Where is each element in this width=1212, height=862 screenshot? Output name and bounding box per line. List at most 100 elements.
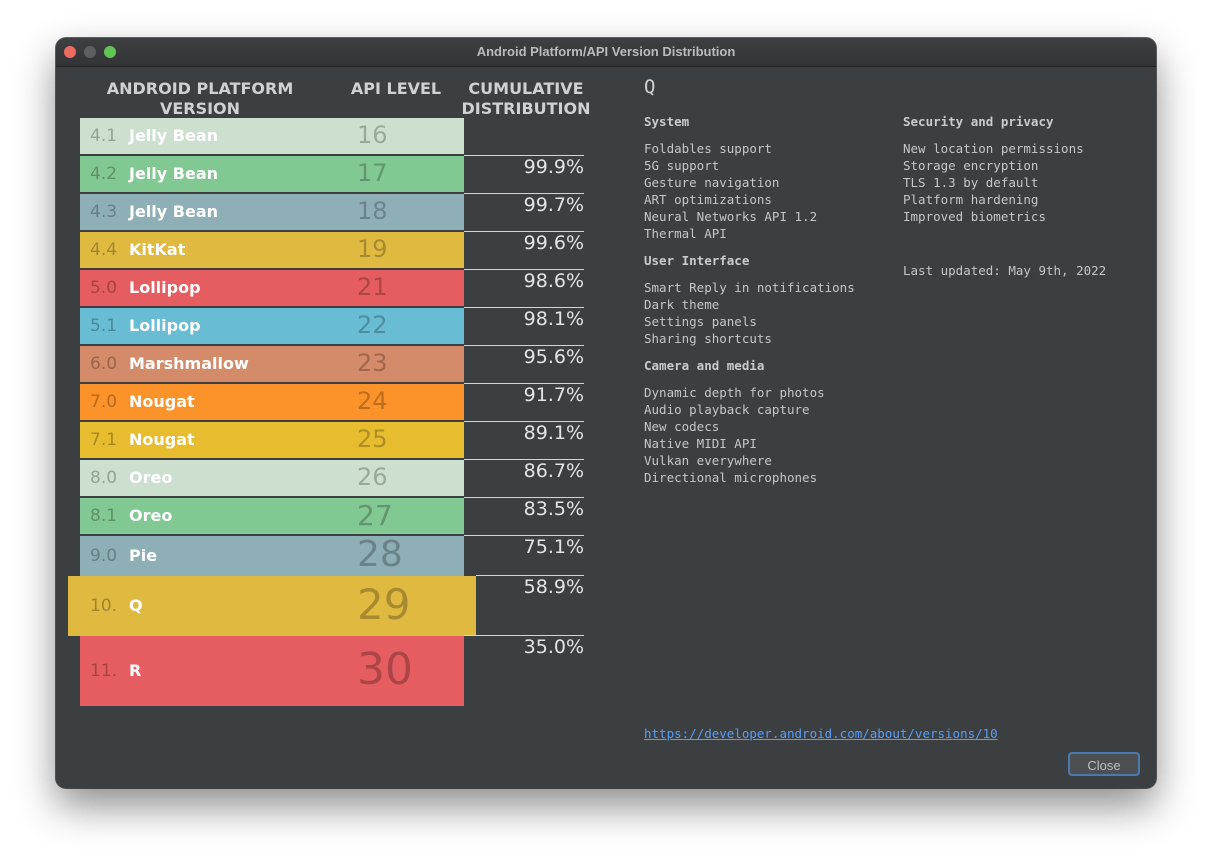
api-level: 17	[357, 159, 388, 188]
system-section-title: System	[644, 114, 690, 129]
feature-item: TLS 1.3 by default	[903, 175, 1039, 190]
version-row[interactable]: 7.0 Nougat 24	[80, 384, 464, 420]
api-level: 21	[357, 273, 388, 302]
api-level: 30	[357, 643, 413, 695]
cumulative-value: 91.7%	[523, 384, 584, 406]
version-row[interactable]: 5.1 Lollipop 22	[80, 308, 464, 344]
version-row[interactable]: 11. R 30	[80, 636, 464, 706]
feature-item: Directional microphones	[644, 470, 818, 485]
api-level: 26	[357, 463, 388, 492]
cumulative-divider	[464, 269, 584, 270]
feature-item: Improved biometrics	[903, 209, 1046, 224]
version-row[interactable]: 9.0 Pie 28	[80, 533, 464, 576]
cumulative-value: 99.7%	[523, 194, 584, 216]
feature-item: Settings panels	[644, 314, 757, 329]
version-row[interactable]: 4.2 Jelly Bean 17	[80, 156, 464, 192]
version-row[interactable]: 6.0 Marshmallow 23	[80, 346, 464, 382]
version-name: Lollipop	[129, 316, 201, 335]
version-number: 4.4	[90, 240, 118, 260]
version-name: Jelly Bean	[129, 164, 219, 183]
api-level: 24	[357, 387, 388, 416]
version-name: Oreo	[129, 506, 173, 525]
version-row[interactable]: 4.3 Jelly Bean 18	[80, 194, 464, 230]
version-number: 4.1	[90, 126, 118, 146]
cumulative-value: 83.5%	[523, 498, 584, 520]
feature-item: Gesture navigation	[644, 175, 780, 190]
cumulative-value: 99.9%	[523, 156, 584, 178]
feature-item: Thermal API	[644, 226, 727, 241]
api-level: 19	[357, 235, 388, 264]
version-number: 11.	[90, 661, 118, 681]
api-level-header-label: API LEVEL	[350, 79, 442, 98]
version-number: 8.0	[90, 468, 118, 488]
version-number: 5.1	[90, 316, 118, 336]
feature-item: New codecs	[644, 419, 720, 434]
cumulative-header-line2: DISTRIBUTION	[461, 99, 591, 118]
cumulative-divider	[464, 307, 584, 308]
cumulative-divider	[464, 193, 584, 194]
feature-item: Smart Reply in notifications	[644, 280, 855, 295]
security-section-title: Security and privacy	[903, 114, 1054, 129]
cumulative-value: 86.7%	[523, 460, 584, 482]
version-name: Jelly Bean	[129, 126, 219, 145]
version-name: Pie	[129, 546, 158, 565]
version-name: Marshmallow	[129, 354, 249, 373]
feature-item: Sharing shortcuts	[644, 331, 772, 346]
cumulative-divider	[476, 575, 584, 576]
api-level: 27	[357, 498, 393, 532]
platform-version-header: ANDROID PLATFORM VERSION	[100, 79, 300, 119]
cumulative-value: 98.1%	[523, 308, 584, 330]
api-level-header: API LEVEL	[340, 79, 452, 99]
api-level: 22	[357, 311, 388, 340]
cumulative-divider	[464, 155, 584, 156]
version-row[interactable]: 7.1 Nougat 25	[80, 422, 464, 458]
cumulative-divider	[464, 421, 584, 422]
feature-item: 5G support	[644, 158, 720, 173]
version-name: Oreo	[129, 468, 173, 487]
zoom-window-icon[interactable]	[104, 46, 116, 58]
cumulative-header-line1: CUMULATIVE	[468, 79, 584, 98]
minimize-window-icon[interactable]	[84, 46, 96, 58]
feature-item: Native MIDI API	[644, 436, 757, 451]
feature-item: Dynamic depth for photos	[644, 385, 825, 400]
cumulative-divider	[464, 231, 584, 232]
version-name: Nougat	[129, 392, 195, 411]
cumulative-divider	[464, 383, 584, 384]
feature-item: Platform hardening	[903, 192, 1039, 207]
api-level: 23	[357, 349, 388, 378]
cumulative-value: 75.1%	[523, 536, 584, 558]
api-level: 29	[357, 579, 411, 629]
api-level: 28	[357, 533, 403, 575]
feature-item: Vulkan everywhere	[644, 453, 772, 468]
version-number: 6.0	[90, 354, 118, 374]
close-window-icon[interactable]	[64, 46, 76, 58]
details-heading: Q	[644, 76, 656, 98]
versions-link[interactable]: https://developer.android.com/about/vers…	[644, 726, 998, 741]
feature-item: Audio playback capture	[644, 402, 810, 417]
feature-item: Neural Networks API 1.2	[644, 209, 818, 224]
version-name: Nougat	[129, 430, 195, 449]
cumulative-divider	[464, 459, 584, 460]
feature-item: New location permissions	[903, 141, 1084, 156]
cumulative-value: 58.9%	[523, 576, 584, 598]
version-row[interactable]: 8.0 Oreo 26	[80, 460, 464, 496]
version-number: 9.0	[90, 546, 118, 566]
version-name: Jelly Bean	[129, 202, 219, 221]
version-row[interactable]: 4.4 KitKat 19	[80, 232, 464, 268]
cumulative-divider	[464, 635, 584, 636]
feature-item: Dark theme	[644, 297, 720, 312]
cumulative-value: 98.6%	[523, 270, 584, 292]
version-row[interactable]: 5.0 Lollipop 21	[80, 270, 464, 306]
api-level: 25	[357, 425, 388, 454]
camera-section-title: Camera and media	[644, 358, 765, 373]
version-number: 7.1	[90, 430, 118, 450]
platform-version-header-line1: ANDROID PLATFORM	[106, 79, 294, 98]
version-row[interactable]: 4.1 Jelly Bean 16	[80, 118, 464, 154]
version-distribution-window: Android Platform/API Version Distributio…	[56, 38, 1156, 788]
feature-item: ART optimizations	[644, 192, 772, 207]
version-row[interactable]: 10. Q 29	[68, 576, 476, 636]
cumulative-value: 89.1%	[523, 422, 584, 444]
version-row[interactable]: 8.1 Oreo 27	[80, 498, 464, 534]
version-number: 4.2	[90, 164, 118, 184]
close-button[interactable]: Close	[1068, 752, 1140, 776]
